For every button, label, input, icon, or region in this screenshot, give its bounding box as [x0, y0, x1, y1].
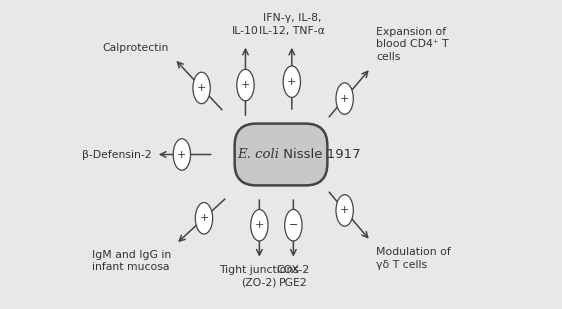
Ellipse shape	[196, 202, 212, 234]
Text: COX-2
PGE2: COX-2 PGE2	[277, 265, 310, 287]
Text: Tight junctions
(ZO-2): Tight junctions (ZO-2)	[219, 265, 300, 287]
Text: Modulation of
γδ T cells: Modulation of γδ T cells	[376, 247, 451, 269]
Text: +: +	[200, 213, 209, 223]
Text: IL-10: IL-10	[232, 26, 259, 36]
Ellipse shape	[193, 72, 210, 104]
Text: +: +	[197, 83, 206, 93]
Text: +: +	[287, 77, 297, 87]
Text: +: +	[241, 80, 250, 90]
Text: IgM and IgG in
infant mucosa: IgM and IgG in infant mucosa	[92, 250, 171, 272]
Text: +: +	[177, 150, 187, 159]
Text: Nissle 1917: Nissle 1917	[279, 148, 361, 161]
Text: +: +	[340, 94, 350, 104]
FancyBboxPatch shape	[235, 124, 327, 185]
Ellipse shape	[336, 195, 353, 226]
Text: +: +	[340, 205, 350, 215]
Ellipse shape	[336, 83, 353, 114]
Text: +: +	[255, 220, 264, 230]
Text: Expansion of
blood CD4⁺ T
cells: Expansion of blood CD4⁺ T cells	[376, 27, 449, 62]
Text: E. coli: E. coli	[238, 148, 279, 161]
Ellipse shape	[283, 66, 301, 97]
Text: β-Defensin-2: β-Defensin-2	[82, 150, 152, 159]
Ellipse shape	[285, 210, 302, 241]
Text: −: −	[289, 220, 298, 230]
Ellipse shape	[173, 139, 191, 170]
Text: IFN-γ, IL-8,
IL-12, TNF-α: IFN-γ, IL-8, IL-12, TNF-α	[259, 13, 325, 36]
Text: Calprotectin: Calprotectin	[103, 43, 169, 53]
Ellipse shape	[237, 69, 254, 101]
Ellipse shape	[251, 210, 268, 241]
